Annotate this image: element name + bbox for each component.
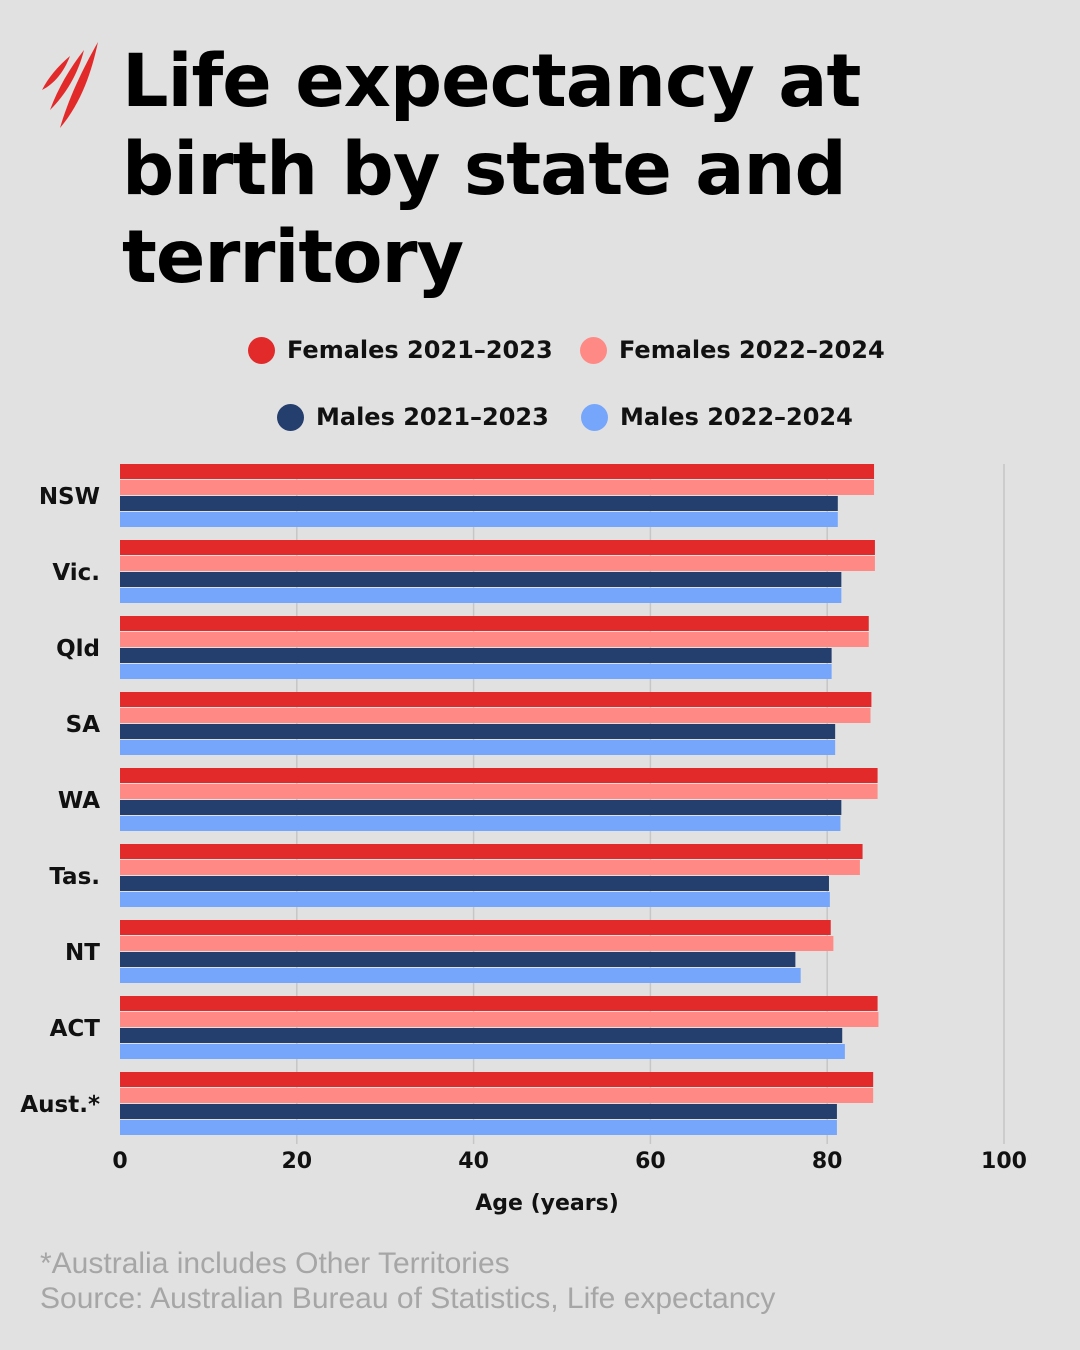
legend-label: Males 2021–2023 xyxy=(316,403,549,431)
legend-item: Females 2022–2024 xyxy=(580,336,885,364)
bar-males-2022-2024-qld xyxy=(120,664,832,679)
footnote: *Australia includes Other Territories xyxy=(40,1247,510,1280)
bar-females-2022-2024-sa xyxy=(120,708,871,723)
sbs-logo xyxy=(42,42,98,128)
bar-females-2022-2024-vic xyxy=(120,556,875,571)
y-category-label: NSW xyxy=(39,484,100,510)
bar-females-2022-2024-aust xyxy=(120,1088,874,1103)
source-note: Source: Australian Bureau of Statistics,… xyxy=(40,1282,776,1315)
legend-item: Females 2021–2023 xyxy=(248,336,553,364)
bar-females-2022-2024-nsw xyxy=(120,480,875,495)
bar-males-2022-2024-sa xyxy=(120,740,836,755)
legend-swatch xyxy=(581,403,608,431)
bar-females-2021-2023-vic xyxy=(120,540,875,555)
y-category-label: ACT xyxy=(50,1016,101,1042)
x-axis-label: Age (years) xyxy=(475,1191,619,1216)
legend-label: Females 2021–2023 xyxy=(287,336,553,364)
footer: *Australia includes Other Territories So… xyxy=(40,1246,775,1316)
y-category-label: Qld xyxy=(56,636,100,662)
bar-females-2021-2023-aust xyxy=(120,1072,874,1087)
bar-females-2021-2023-wa xyxy=(120,768,878,783)
y-category-label: WA xyxy=(58,788,100,814)
bar-males-2021-2023-wa xyxy=(120,800,842,815)
bar-males-2022-2024-aust xyxy=(120,1120,837,1135)
x-tick-label: 20 xyxy=(281,1149,312,1174)
bar-males-2021-2023-aust xyxy=(120,1104,837,1119)
chart-title: Life expectancy at birth by state and te… xyxy=(122,39,861,300)
legend-label: Females 2022–2024 xyxy=(619,336,885,364)
bar-chart: 0 20 40 60 80 100 Age (years) NSW Vic. Qld SA WA Tas… xyxy=(20,464,1027,1216)
bar-females-2021-2023-act xyxy=(120,996,878,1011)
y-category-label: Aust.* xyxy=(20,1092,100,1118)
y-category-label: NT xyxy=(65,940,100,966)
bar-males-2021-2023-vic xyxy=(120,572,842,587)
bar-females-2021-2023-qld xyxy=(120,616,869,631)
bar-females-2021-2023-nt xyxy=(120,920,831,935)
bar-females-2021-2023-sa xyxy=(120,692,872,707)
bar-females-2021-2023-tas xyxy=(120,844,863,859)
y-category-label: Vic. xyxy=(52,560,100,586)
bar-males-2021-2023-sa xyxy=(120,724,836,739)
x-tick-label: 0 xyxy=(112,1149,127,1174)
bar-males-2021-2023-qld xyxy=(120,648,832,663)
legend-swatch xyxy=(277,403,304,431)
bar-males-2022-2024-nt xyxy=(120,968,801,983)
bar-females-2022-2024-act xyxy=(120,1012,879,1027)
bar-females-2021-2023-nsw xyxy=(120,464,875,479)
x-tick-label: 60 xyxy=(635,1149,666,1174)
bar-females-2022-2024-nt xyxy=(120,936,834,951)
bar-males-2022-2024-nsw xyxy=(120,512,838,527)
bar-females-2022-2024-wa xyxy=(120,784,878,799)
bar-males-2021-2023-nsw xyxy=(120,496,838,511)
bar-males-2022-2024-act xyxy=(120,1044,845,1059)
bar-males-2021-2023-tas xyxy=(120,876,829,891)
y-category-label: Tas. xyxy=(49,864,100,890)
bar-females-2022-2024-tas xyxy=(120,860,860,875)
bar-males-2022-2024-tas xyxy=(120,892,830,907)
legend-item: Males 2021–2023 xyxy=(277,403,549,431)
x-tick-label: 40 xyxy=(458,1149,489,1174)
bar-males-2022-2024-wa xyxy=(120,816,841,831)
bar-males-2022-2024-vic xyxy=(120,588,842,603)
x-tick-label: 100 xyxy=(981,1149,1027,1174)
legend-swatch xyxy=(248,336,275,364)
bar-females-2022-2024-qld xyxy=(120,632,869,647)
bar-males-2021-2023-nt xyxy=(120,952,796,967)
legend-swatch xyxy=(580,336,607,364)
y-category-label: SA xyxy=(66,712,101,738)
bar-males-2021-2023-act xyxy=(120,1028,843,1043)
legend-item: Males 2022–2024 xyxy=(581,403,853,431)
x-tick-label: 80 xyxy=(812,1149,843,1174)
legend-label: Males 2022–2024 xyxy=(620,403,853,431)
